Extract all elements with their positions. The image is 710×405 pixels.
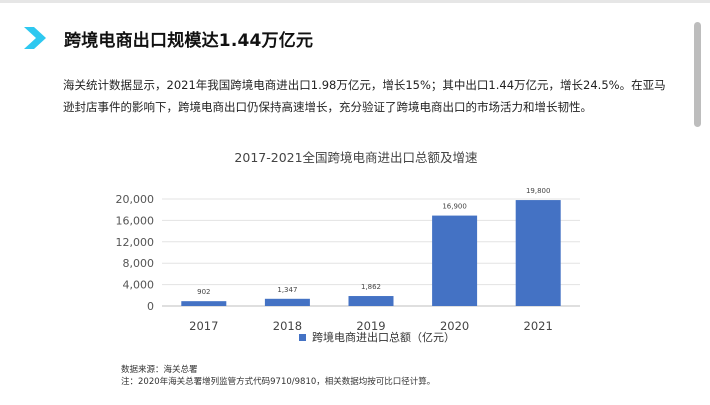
x-tick-label: 2021 bbox=[524, 319, 553, 333]
y-tick-label: 20,000 bbox=[116, 193, 155, 206]
body-paragraph: 海关统计数据显示，2021年我国跨境电商进出口1.98万亿元，增长15%；其中出… bbox=[63, 78, 666, 114]
legend-swatch bbox=[299, 334, 306, 341]
bar bbox=[432, 215, 478, 306]
data-label: 1,347 bbox=[277, 286, 297, 294]
bar bbox=[515, 200, 561, 306]
data-label: 16,900 bbox=[442, 203, 467, 211]
y-tick-label: 0 bbox=[147, 300, 154, 313]
data-label: 902 bbox=[197, 288, 210, 296]
top-divider bbox=[0, 0, 710, 3]
data-source-note: 数据来源：海关总署 bbox=[121, 365, 198, 375]
bar bbox=[181, 301, 227, 306]
footnote: 注：2020年海关总署增列监管方式代码9710/9810，相关数据均按可比口径计… bbox=[121, 377, 436, 387]
chart-title: 2017-2021全国跨境电商进出口总额及增速 bbox=[234, 150, 478, 165]
y-tick-label: 12,000 bbox=[116, 236, 155, 249]
x-tick-label: 2017 bbox=[189, 319, 218, 333]
scrollbar[interactable] bbox=[694, 22, 701, 127]
legend-label: 跨境电商进出口总额（亿元） bbox=[312, 330, 455, 344]
data-label: 19,800 bbox=[526, 187, 551, 195]
bar bbox=[264, 298, 310, 306]
x-tick-label: 2020 bbox=[440, 319, 469, 333]
y-tick-label: 8,000 bbox=[123, 257, 155, 270]
bar bbox=[348, 296, 394, 306]
data-label: 1,862 bbox=[361, 283, 381, 291]
page-title: 跨境电商出口规模达1.44万亿元 bbox=[64, 31, 314, 51]
y-tick-label: 16,000 bbox=[116, 214, 155, 227]
y-tick-label: 4,000 bbox=[123, 279, 155, 292]
x-tick-label: 2018 bbox=[273, 319, 302, 333]
chevron-right-icon bbox=[24, 27, 46, 49]
x-tick-label: 2019 bbox=[356, 319, 385, 333]
